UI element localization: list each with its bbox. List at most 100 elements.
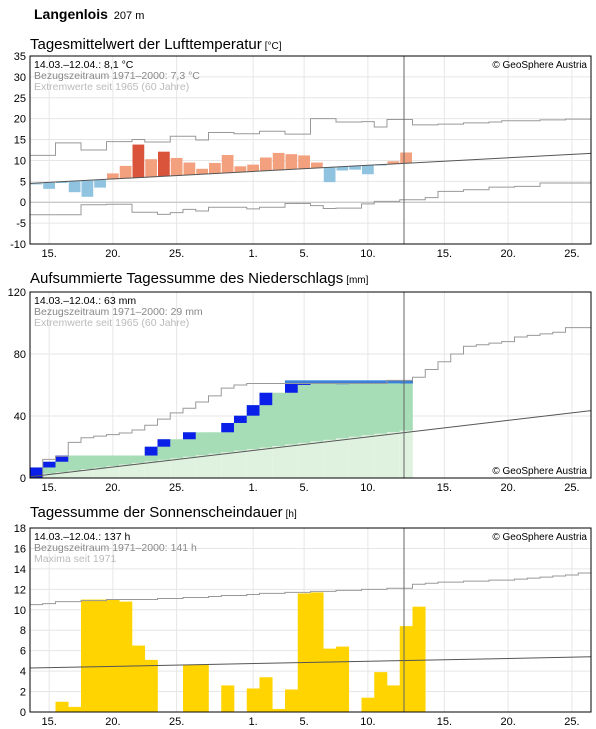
precip-unit: [mm] bbox=[346, 275, 369, 286]
sun-bar bbox=[106, 599, 120, 712]
temp-bar bbox=[209, 162, 221, 174]
precip-increment bbox=[285, 382, 299, 393]
sun-bar bbox=[285, 689, 299, 712]
temp-bar bbox=[145, 159, 157, 178]
y-tick-label: -5 bbox=[16, 218, 26, 230]
x-tick-label: 20. bbox=[105, 482, 120, 494]
temp-bar bbox=[43, 182, 55, 189]
temp-bar bbox=[68, 181, 81, 193]
temp-bar bbox=[158, 151, 170, 177]
sun-bar bbox=[323, 648, 337, 712]
precip-surplus-fill bbox=[297, 381, 311, 443]
precip-light-fill bbox=[374, 433, 388, 478]
sun-bar bbox=[399, 626, 413, 712]
precip-light-fill bbox=[183, 456, 197, 478]
info-line: Extremwerte seit 1965 (60 Jahre) bbox=[34, 81, 189, 93]
temp-bar bbox=[94, 179, 106, 188]
precip-light-fill bbox=[259, 447, 273, 478]
precip-title-text: Aufsummierte Tagessumme des Niederschlag… bbox=[30, 270, 344, 287]
sun-bar bbox=[310, 592, 324, 712]
temp-bar bbox=[183, 162, 196, 176]
x-tick-label: 25. bbox=[564, 716, 579, 728]
station-name: Langenlois bbox=[34, 6, 108, 22]
x-tick-label: 25. bbox=[169, 716, 184, 728]
temp-bar bbox=[323, 167, 336, 183]
precip-light-fill bbox=[348, 436, 362, 478]
sun-unit: [h] bbox=[285, 509, 297, 520]
sun-chart-title: Tagessumme der Sonnenscheindauer [h] bbox=[30, 504, 297, 521]
precip-surplus-fill bbox=[348, 381, 362, 437]
y-tick-label: 16 bbox=[14, 543, 26, 555]
precip-top-band bbox=[285, 380, 413, 384]
y-tick-label: 8 bbox=[20, 625, 26, 637]
y-tick-label: 120 bbox=[8, 287, 26, 299]
temp-bar bbox=[234, 166, 247, 173]
x-tick-label: 5. bbox=[300, 482, 309, 494]
extreme-max-line bbox=[30, 118, 591, 156]
temp-bar bbox=[349, 165, 361, 170]
temp-bar bbox=[311, 162, 323, 169]
extreme-min-line bbox=[30, 182, 591, 216]
precip-light-fill bbox=[297, 442, 311, 478]
temp-bar bbox=[387, 161, 400, 164]
sun-bar bbox=[374, 672, 388, 712]
sun-chart: 0 2 4 6 8 10 12 14 16 18 15. 20. 25. 1. 5. 10. 15. 20. 25.… bbox=[14, 523, 592, 728]
x-tick-label: 5. bbox=[300, 248, 309, 260]
precip-light-fill bbox=[55, 472, 69, 478]
precip-surplus-fill bbox=[170, 439, 184, 459]
precip-increment bbox=[234, 415, 248, 423]
maxima-line bbox=[30, 572, 591, 606]
sun-bar bbox=[195, 664, 209, 712]
temp-chart-title: Tagesmittelwert der Lufttemperatur [°C] bbox=[30, 36, 282, 53]
y-tick-label: 0 bbox=[20, 707, 26, 719]
precip-light-fill bbox=[336, 438, 350, 478]
precip-surplus-fill bbox=[399, 380, 413, 431]
y-tick-label: 10 bbox=[14, 155, 26, 167]
temp-title-text: Tagesmittelwert der Lufttemperatur bbox=[30, 36, 262, 53]
temp-bar bbox=[260, 157, 272, 171]
sun-bar bbox=[221, 685, 235, 712]
precip-increment bbox=[259, 392, 273, 406]
x-tick-label: 15. bbox=[41, 248, 56, 260]
temp-bar bbox=[336, 166, 349, 171]
x-tick-label: 1. bbox=[249, 248, 258, 260]
precip-light-fill bbox=[399, 430, 413, 478]
precip-light-fill bbox=[361, 435, 375, 478]
precip-light-fill bbox=[310, 441, 324, 478]
temp-unit: [°C] bbox=[264, 41, 282, 52]
x-tick-label: 15. bbox=[437, 482, 452, 494]
temp-bar bbox=[272, 152, 285, 171]
temp-bar bbox=[30, 183, 43, 185]
plot-frame bbox=[29, 291, 592, 479]
x-tick-label: 25. bbox=[169, 482, 184, 494]
precip-light-fill bbox=[93, 467, 107, 478]
x-tick-label: 10. bbox=[360, 248, 375, 260]
sun-bar bbox=[93, 599, 107, 712]
info-line: Maxima seit 1971 bbox=[34, 553, 116, 565]
precip-surplus-fill bbox=[119, 455, 133, 465]
y-tick-label: 2 bbox=[20, 687, 26, 699]
y-tick-label: 20 bbox=[14, 114, 26, 126]
sun-bar bbox=[297, 593, 311, 712]
x-tick-label: 15. bbox=[41, 482, 56, 494]
precip-increment bbox=[246, 405, 260, 416]
x-tick-label: 25. bbox=[169, 248, 184, 260]
precip-surplus-fill bbox=[387, 381, 401, 433]
temp-bar bbox=[247, 164, 259, 172]
precip-light-fill bbox=[144, 461, 158, 478]
precip-surplus-fill bbox=[81, 455, 95, 470]
precip-light-fill bbox=[208, 453, 222, 478]
y-tick-label: 35 bbox=[14, 51, 26, 63]
info-line: 14.03.–12.04.: 8,1 °C bbox=[34, 59, 134, 71]
sun-bar bbox=[387, 685, 401, 712]
sun-bar bbox=[68, 706, 82, 712]
sun-bar bbox=[119, 601, 133, 712]
precip-light-fill bbox=[387, 432, 401, 478]
x-tick-label: 15. bbox=[41, 716, 56, 728]
precip-increment bbox=[42, 461, 56, 468]
precip-surplus-fill bbox=[93, 455, 107, 468]
info-line: Bezugszeitraum 1971–2000: 29 mm bbox=[34, 306, 203, 318]
x-tick-label: 10. bbox=[360, 482, 375, 494]
temp-bar bbox=[170, 157, 183, 176]
